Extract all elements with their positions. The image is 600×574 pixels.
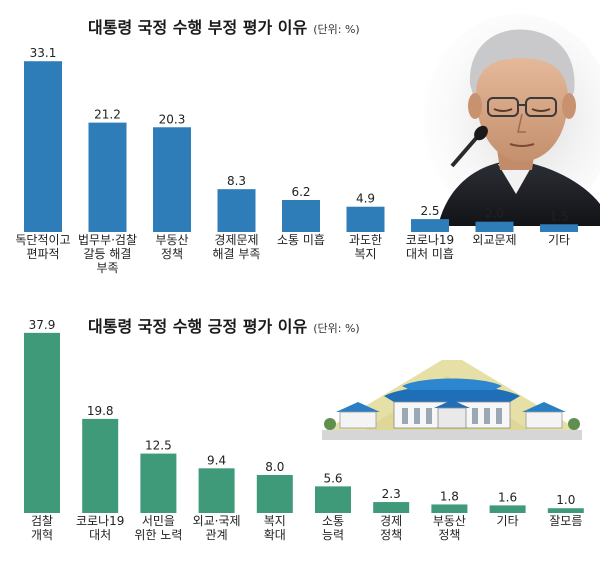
neg-value-label-3: 20.3 [159,112,186,126]
pos-bar-7 [373,502,410,513]
neg-category-label-1-line-1: 독단적이고 [15,233,70,247]
neg-category-label-7-line-2: 대처 미흡 [406,247,454,261]
pos-value-label-1: 37.9 [29,318,56,332]
pos-category-label-5-line-1: 복지 [264,514,286,528]
neg-category-label-8-line-1: 외교문제 [472,233,516,247]
neg-bar-3 [153,127,191,232]
pos-value-label-9: 1.6 [498,490,517,504]
pos-category-label-3-line-2: 위한 노력 [134,528,182,542]
pos-value-label-6: 5.6 [323,471,342,485]
pos-category-label-7-line-1: 경제 [380,514,402,528]
neg-category-label-3-line-2: 정책 [161,246,183,261]
blue-house-illustration [322,360,582,440]
pos-category-label-7-line-2: 정책 [380,527,402,542]
pos-bar-3 [140,453,177,513]
neg-bar-4 [217,189,256,232]
neg-bar-9 [540,224,578,232]
neg-category-label-2-line-2: 갈등 해결 [84,247,132,261]
pos-category-label-10-line-1: 잘모름 [549,514,582,528]
pos-value-label-3: 12.5 [145,439,172,453]
pos-category-label-6-line-2: 능력 [322,528,344,542]
pos-bar-9 [489,505,526,513]
neg-value-label-2: 21.2 [94,108,121,122]
neg-category-label-9-line-1: 기타 [548,233,570,247]
pos-bar-6 [315,486,351,513]
pos-category-label-4-line-1: 외교·국제 [193,514,241,528]
pos-value-label-4: 9.4 [207,453,226,467]
pos-value-label-7: 2.3 [382,487,401,501]
neg-bar-8 [475,221,514,232]
neg-bar-7 [411,219,449,232]
pos-category-label-2-line-2: 대처 [89,528,111,542]
pos-category-label-5-line-2: 확대 [264,528,286,542]
negative-chart-title: 대통령 국정 수행 부정 평가 이유 [88,18,308,37]
pos-category-label-9-line-1: 기타 [497,514,519,528]
pos-category-label-8-line-2: 정책 [438,527,460,542]
pos-value-label-2: 19.8 [87,404,114,418]
positive-chart-title: 대통령 국정 수행 긍정 평가 이유 [88,317,308,336]
pos-bar-4 [198,468,235,513]
pos-bar-1 [24,332,60,513]
neg-bar-6 [346,206,385,232]
pos-bar-5 [256,474,293,513]
pos-category-label-4-line-2: 관계 [206,528,228,542]
neg-value-label-4: 8.3 [227,174,246,188]
neg-value-label-5: 6.2 [291,185,310,199]
neg-value-label-7: 2.5 [420,204,439,218]
pos-category-label-2-line-1: 코로나19 [76,514,124,528]
negative-chart-unit: (단위: %) [313,23,360,36]
pos-category-label-8-line-1: 부동산 [433,514,466,528]
neg-value-label-1: 33.1 [30,46,57,60]
pos-value-label-10: 1.0 [556,493,575,507]
pos-bar-8 [431,504,468,513]
neg-category-label-5-line-1: 소통 미흡 [277,233,325,247]
neg-category-label-1-line-2: 편파적 [26,247,59,261]
neg-category-label-3-line-1: 부동산 [155,233,188,247]
pos-bar-10 [547,508,584,513]
neg-category-label-2-line-1: 법무부·검찰 [78,233,137,247]
neg-category-label-7-line-1: 코로나19 [406,233,454,247]
neg-value-label-6: 4.9 [356,192,375,206]
positive-chart-unit: (단위: %) [313,322,360,335]
pos-category-label-1-line-2: 개혁 [31,528,53,542]
pos-value-label-5: 8.0 [265,460,284,474]
neg-value-label-9: 1.5 [549,209,568,223]
pos-category-label-1-line-1: 검찰 [31,514,53,528]
neg-value-label-8: 2.0 [485,207,504,221]
negative-chart-title-block: 대통령 국정 수행 부정 평가 이유 (단위: %) [88,14,360,38]
neg-category-label-6-line-2: 복지 [354,247,376,261]
pos-category-label-6-line-1: 소통 [322,514,344,528]
pos-category-label-3-line-1: 서민을 [142,514,175,528]
positive-chart-title-block: 대통령 국정 수행 긍정 평가 이유 (단위: %) [88,313,360,337]
neg-category-label-4-line-2: 해결 부족 [213,247,261,261]
neg-category-label-4-line-1: 경제문제 [214,233,258,247]
neg-bar-1 [24,61,62,232]
neg-category-label-2-line-3: 부족 [96,261,118,275]
pos-bar-2 [82,418,119,513]
neg-bar-5 [282,200,320,232]
pos-value-label-8: 1.8 [440,489,459,503]
neg-category-label-6-line-1: 과도한 [349,233,382,247]
president-portrait-illustration [423,14,600,226]
neg-bar-2 [88,122,127,232]
